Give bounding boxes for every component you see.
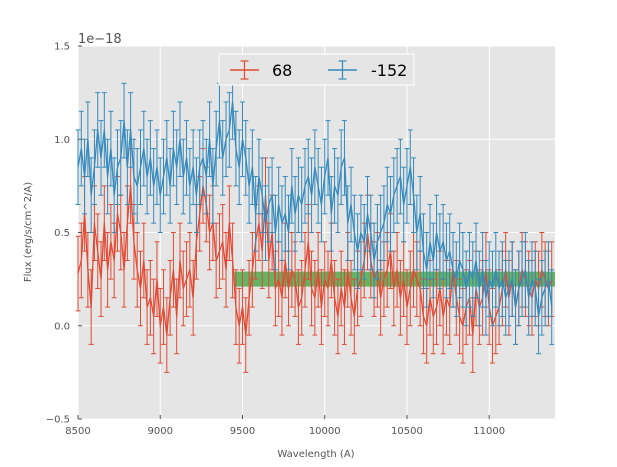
x-tick-label: 9000 <box>148 426 173 437</box>
series-neg152 <box>75 64 555 355</box>
x-tick-label: 10500 <box>391 426 423 437</box>
x-axis-label: Wavelength (A) <box>277 449 354 460</box>
y-tick-label: 1.0 <box>54 135 70 146</box>
y-tick-label: 0.5 <box>54 228 70 239</box>
series-layer <box>75 64 555 373</box>
series-line <box>77 185 553 336</box>
legend-label-neg152: -152 <box>371 61 407 80</box>
y-tick-label: 0.0 <box>54 321 70 332</box>
y-axis-label: Flux (erg/s/cm^2/A) <box>23 182 34 282</box>
x-tick-label: 9500 <box>230 426 255 437</box>
y-offset-label: 1e−18 <box>78 32 122 47</box>
legend-label-68: 68 <box>272 61 292 80</box>
x-tick-label: 8500 <box>65 426 90 437</box>
y-tick-label: 1.5 <box>54 42 70 53</box>
x-tick-label: 11000 <box>473 426 505 437</box>
legend-marker-68 <box>230 60 259 80</box>
y-tick-label: −0.5 <box>46 415 70 426</box>
x-tick-label: 10000 <box>309 426 341 437</box>
series-line <box>77 101 553 318</box>
axis-ticks: 8500 9000 9500 10000 10500 11000 −0.5 0.0 0.5 1.0… <box>46 42 505 438</box>
legend: 68 -152 <box>218 53 415 86</box>
legend-marker-neg152 <box>328 60 357 80</box>
